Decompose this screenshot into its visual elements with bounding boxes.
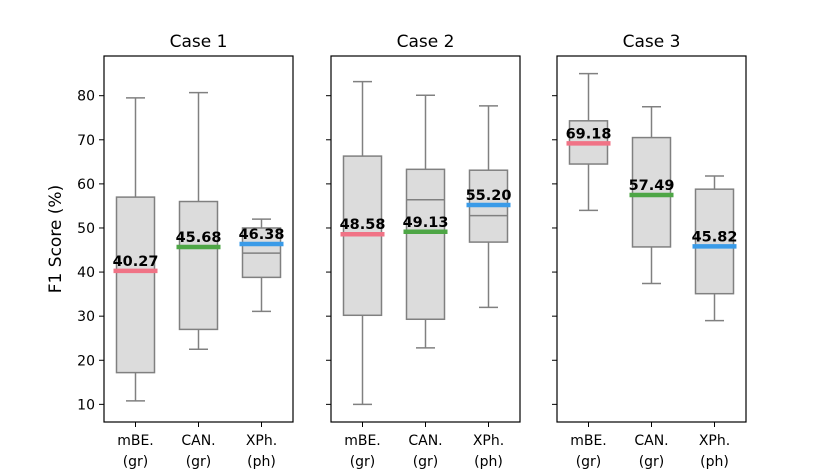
- panel-title-1: Case 1: [170, 32, 228, 52]
- panel-title-3: Case 3: [623, 32, 681, 52]
- y-tick-label-20: 20: [77, 353, 95, 369]
- x-tick-label-2-1-line1: mBE.: [344, 433, 381, 449]
- x-tick-label-3-1-line2: (gr): [576, 454, 602, 470]
- x-tick-label-1-1-line1: mBE.: [117, 433, 154, 449]
- x-tick-label-2-2-line1: CAN.: [408, 433, 442, 449]
- x-tick-label-2-1-line2: (gr): [350, 454, 376, 470]
- x-tick-label-3-2-line1: CAN.: [634, 433, 668, 449]
- x-tick-label-1-2-line2: (gr): [186, 454, 212, 470]
- x-tick-label-1-3-line2: (ph): [247, 454, 276, 470]
- mean-label-1-3: 46.38: [239, 227, 285, 243]
- x-tick-label-2-3-line2: (ph): [474, 454, 503, 470]
- mean-label-3-1: 69.18: [566, 126, 612, 142]
- y-tick-label-50: 50: [77, 221, 95, 237]
- panel-frame-3: [556, 55, 747, 423]
- y-tick-label-70: 70: [77, 133, 95, 149]
- x-tick-label-1-2-line1: CAN.: [181, 433, 215, 449]
- box-3-2: [631, 136, 672, 248]
- y-tick-label-30: 30: [77, 309, 95, 325]
- y-tick-label-40: 40: [77, 265, 95, 281]
- x-tick-label-3-3-line1: XPh.: [699, 433, 730, 449]
- mean-label-2-3: 55.20: [466, 188, 512, 204]
- mean-label-3-2: 57.49: [629, 178, 675, 194]
- box-2-2: [405, 168, 446, 321]
- panel-title-2: Case 2: [397, 32, 455, 52]
- x-tick-label-1-3-line1: XPh.: [246, 433, 277, 449]
- mean-label-1-2: 45.68: [176, 230, 222, 246]
- mean-label-2-1: 48.58: [340, 217, 386, 233]
- x-tick-label-1-1-line2: (gr): [123, 454, 149, 470]
- x-tick-label-3-3-line2: (ph): [700, 454, 729, 470]
- y-tick-label-80: 80: [77, 89, 95, 105]
- box-1-2: [178, 200, 219, 331]
- x-tick-label-2-2-line2: (gr): [413, 454, 439, 470]
- panel-frame-1: [103, 55, 294, 423]
- mean-label-1-1: 40.27: [113, 254, 159, 270]
- mean-label-2-2: 49.13: [403, 215, 449, 231]
- x-tick-label-3-2-line2: (gr): [639, 454, 665, 470]
- mean-label-3-3: 45.82: [692, 229, 738, 245]
- y-tick-label-10: 10: [77, 397, 95, 413]
- x-tick-label-3-1-line1: mBE.: [570, 433, 607, 449]
- box-3-3: [694, 188, 735, 295]
- panel-frame-2: [330, 55, 521, 423]
- box-1-1: [115, 196, 156, 374]
- y-tick-label-60: 60: [77, 177, 95, 193]
- x-tick-label-2-3-line1: XPh.: [473, 433, 504, 449]
- y-axis-label: F1 Score (%): [46, 185, 66, 293]
